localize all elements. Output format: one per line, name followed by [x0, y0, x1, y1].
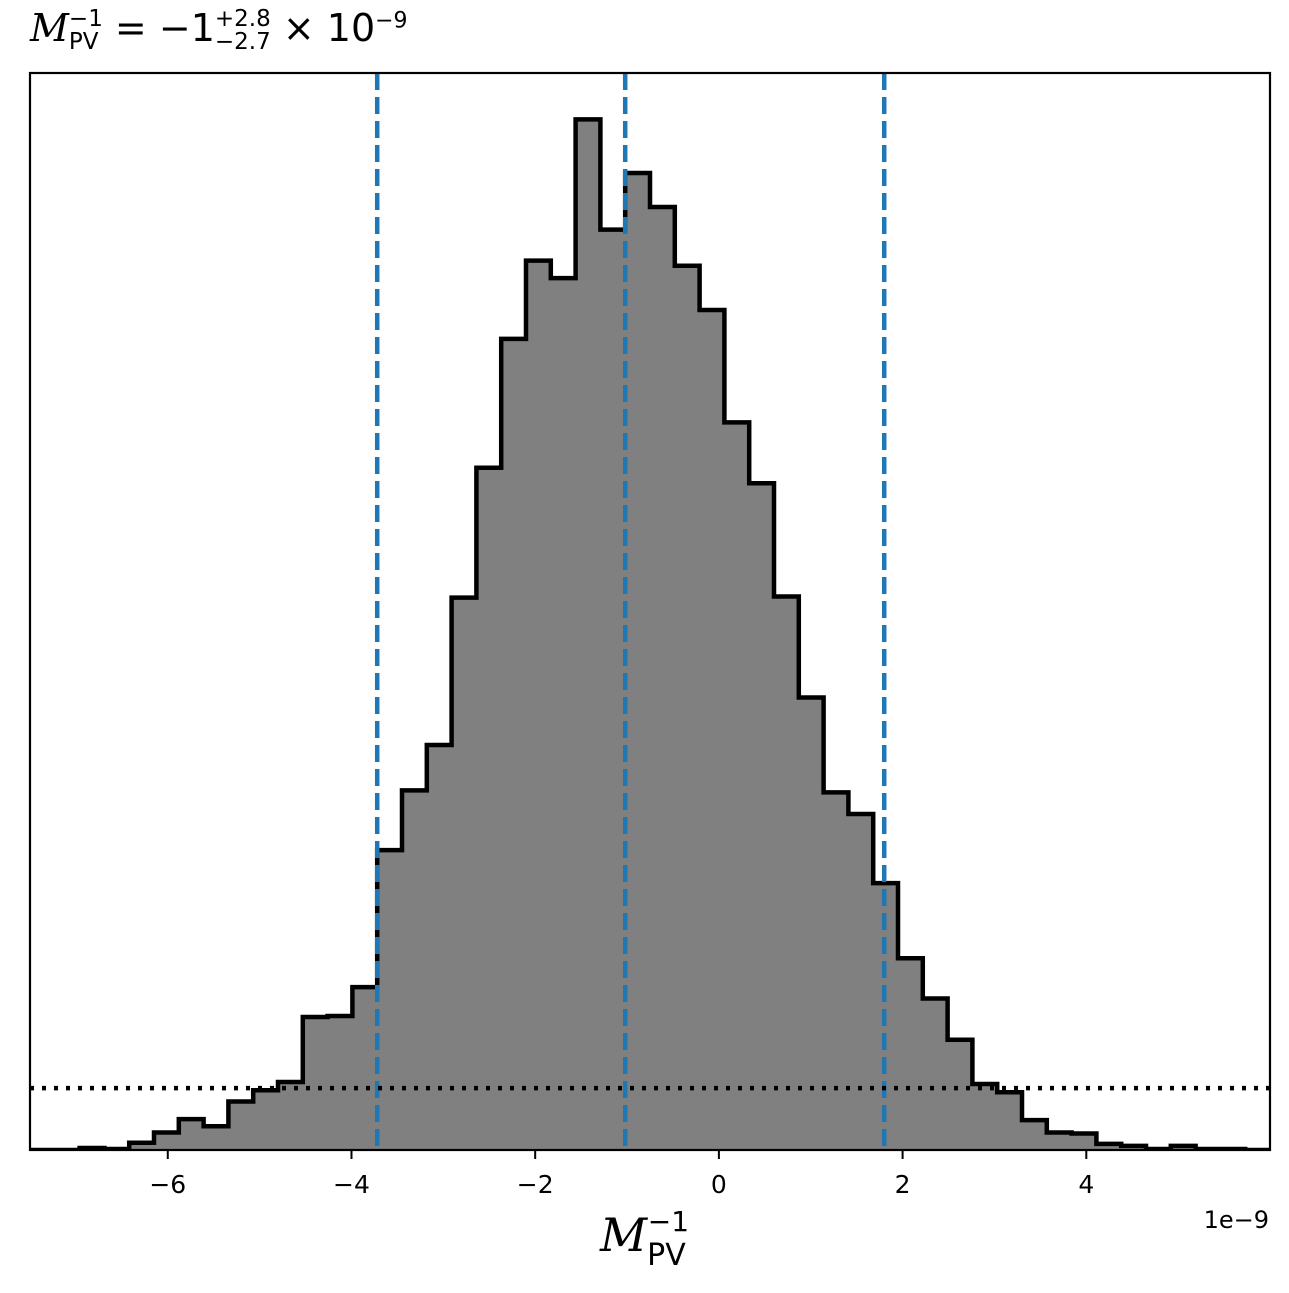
histogram-bar — [749, 483, 775, 1150]
xlabel-sup: −1 — [647, 1204, 690, 1238]
histogram-bar — [1071, 1133, 1097, 1150]
histogram-bar — [302, 1017, 329, 1150]
histogram-bar — [848, 814, 874, 1150]
histogram-bar — [402, 790, 428, 1150]
histogram-bar — [327, 1016, 353, 1150]
histogram-bar — [178, 1119, 205, 1150]
title-equals: = — [114, 6, 147, 50]
histogram-bar — [377, 850, 403, 1150]
histogram-bar — [1096, 1143, 1122, 1150]
histogram-bar — [898, 958, 924, 1150]
title-symbol-sub: PV — [68, 28, 99, 55]
xlabel-sub: PV — [647, 1238, 686, 1274]
histogram-bar — [600, 229, 626, 1150]
x-tick-label: 4 — [1078, 1170, 1094, 1199]
histogram-bar — [278, 1081, 304, 1150]
histogram-bar — [154, 1132, 180, 1150]
histogram-bar — [1046, 1132, 1073, 1150]
histogram-bar — [550, 278, 577, 1150]
histogram-bar — [997, 1092, 1023, 1150]
plot-frame — [28, 71, 1272, 1152]
title-symbol: M — [30, 6, 69, 50]
histogram-bar — [650, 206, 676, 1150]
histogram-bar — [922, 998, 949, 1150]
title-times: × 10 — [282, 6, 376, 50]
histogram-bar — [947, 1039, 973, 1150]
histogram-bar — [228, 1101, 254, 1150]
histogram-bar — [203, 1126, 229, 1150]
plot-area — [28, 71, 1272, 1152]
histogram-bar — [823, 792, 849, 1150]
title-symbol-scripts: −1 PV — [68, 5, 103, 55]
histogram-bar — [575, 119, 601, 1150]
histogram-bar — [972, 1084, 998, 1150]
title-exponent: −9 — [375, 8, 408, 34]
x-tick-label: 0 — [711, 1170, 727, 1199]
histogram-bar — [798, 697, 825, 1150]
histogram-bar — [625, 172, 651, 1150]
x-axis-label: MPV−1 — [600, 1204, 690, 1274]
chart-title: M −1 PV = −1 +2.8 −2.7 × 10−9 — [30, 6, 408, 54]
histogram-bar — [501, 338, 527, 1150]
histogram-bar — [476, 467, 502, 1150]
x-axis: −6 −4 −2 0 2 4 — [149, 1150, 1094, 1199]
xlabel-symbol: M — [600, 1208, 648, 1262]
title-minus-err: −2.7 — [214, 28, 271, 55]
histogram-bar — [426, 744, 453, 1150]
histogram-bar — [699, 310, 725, 1150]
title-plus-err: +2.8 — [214, 5, 271, 32]
histogram-bar — [526, 260, 552, 1150]
histogram-bar — [1022, 1120, 1048, 1150]
histogram-bar — [352, 987, 378, 1150]
histogram-bar — [451, 597, 477, 1150]
x-axis-offset-label: 1e−9 — [1203, 1206, 1269, 1234]
title-errors: +2.8 −2.7 — [214, 5, 271, 55]
x-tick-label: −6 — [149, 1170, 186, 1199]
x-tick-label: 2 — [895, 1170, 911, 1199]
x-tick-label: −4 — [333, 1170, 370, 1199]
histogram-marks — [30, 73, 1270, 1150]
histogram-outline — [30, 117, 1270, 1150]
histogram-bar — [253, 1090, 279, 1150]
title-value: −1 — [158, 6, 215, 50]
histogram-bar — [724, 422, 750, 1150]
histogram-bar — [129, 1142, 155, 1150]
histogram-bar — [674, 265, 701, 1150]
title-symbol-sup: −1 — [68, 5, 103, 32]
histogram-bar — [774, 596, 800, 1150]
x-tick-label: −2 — [517, 1170, 554, 1199]
